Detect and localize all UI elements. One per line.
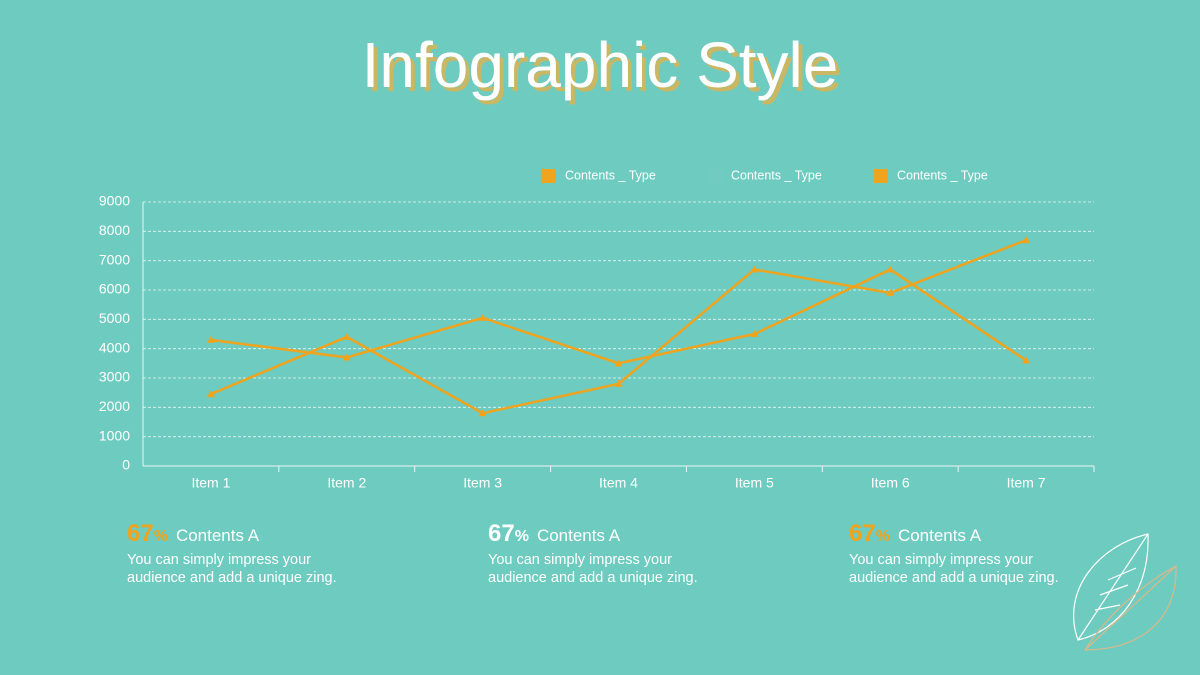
point: [478, 313, 487, 321]
y-tick-label: 7000: [99, 251, 130, 267]
stat-head: 67% Contents A: [849, 520, 1089, 551]
x-tick-label: Item 7: [1007, 475, 1046, 491]
stat-title: Contents A: [897, 526, 982, 545]
stat-block: 67% Contents A You can simply impress your…: [849, 520, 1089, 587]
title-shadow: Infographic Style: [366, 33, 843, 105]
x-tick-label: Item 4: [599, 475, 638, 491]
series-line: [210, 268, 1027, 365]
x-tick-label: Item 2: [327, 475, 366, 491]
y-tick-label: 2000: [99, 398, 130, 414]
x-tick-label: Item 6: [871, 475, 910, 491]
stat-unit: %: [875, 528, 890, 545]
point: [750, 265, 759, 273]
point: [206, 390, 215, 398]
point: [614, 379, 623, 387]
point: [478, 409, 487, 417]
legend-swatch: [708, 169, 722, 183]
stat-value: 67: [849, 520, 876, 547]
stat-value: 67: [127, 520, 154, 547]
x-tick-label: Item 5: [735, 475, 774, 491]
point: [1022, 236, 1031, 244]
y-tick-label: 5000: [99, 310, 130, 326]
y-tick-label: 8000: [99, 222, 130, 238]
stat-text: You can simply impress your audience and…: [127, 552, 337, 586]
leaf-decor: [1073, 533, 1177, 651]
y-tick-label: 0: [122, 457, 130, 473]
stat-title: Contents A: [536, 526, 621, 545]
stat-unit: %: [514, 528, 529, 545]
stat-text: You can simply impress your audience and…: [849, 552, 1059, 586]
point: [342, 353, 351, 361]
legend-label: Contents _ Type: [565, 168, 656, 182]
legend-label: Contents _ Type: [731, 168, 822, 182]
stat-title: Contents A: [175, 526, 260, 545]
x-tick-label: Item 1: [191, 475, 230, 491]
y-tick-label: 3000: [99, 369, 130, 385]
point: [614, 359, 623, 367]
stat-head: 67% Contents A: [488, 520, 728, 551]
stat-block: 67% Contents A You can simply impress your…: [488, 520, 728, 587]
stat-text: You can simply impress your audience and…: [488, 552, 698, 586]
chart-title: Infographic Style: [362, 29, 839, 101]
point: [886, 288, 895, 296]
y-tick-label: 4000: [99, 339, 130, 355]
legend-swatch: [874, 169, 888, 183]
stat-head: 67% Contents A: [127, 520, 367, 551]
stat-value: 67: [488, 520, 515, 547]
stat-unit: %: [153, 528, 168, 545]
point: [1022, 356, 1031, 364]
x-tick-label: Item 3: [463, 475, 502, 491]
point: [750, 330, 759, 337]
stat-block: 67% Contents A You can simply impress your…: [127, 520, 367, 587]
y-tick-label: 1000: [99, 427, 130, 443]
y-tick-label: 6000: [99, 281, 130, 297]
point: [886, 265, 895, 273]
series-line: [210, 238, 1027, 415]
y-tick-label: 9000: [99, 193, 130, 209]
legend-swatch: [542, 169, 556, 183]
legend-label: Contents _ Type: [897, 168, 988, 182]
point: [342, 332, 351, 340]
point: [206, 335, 215, 343]
